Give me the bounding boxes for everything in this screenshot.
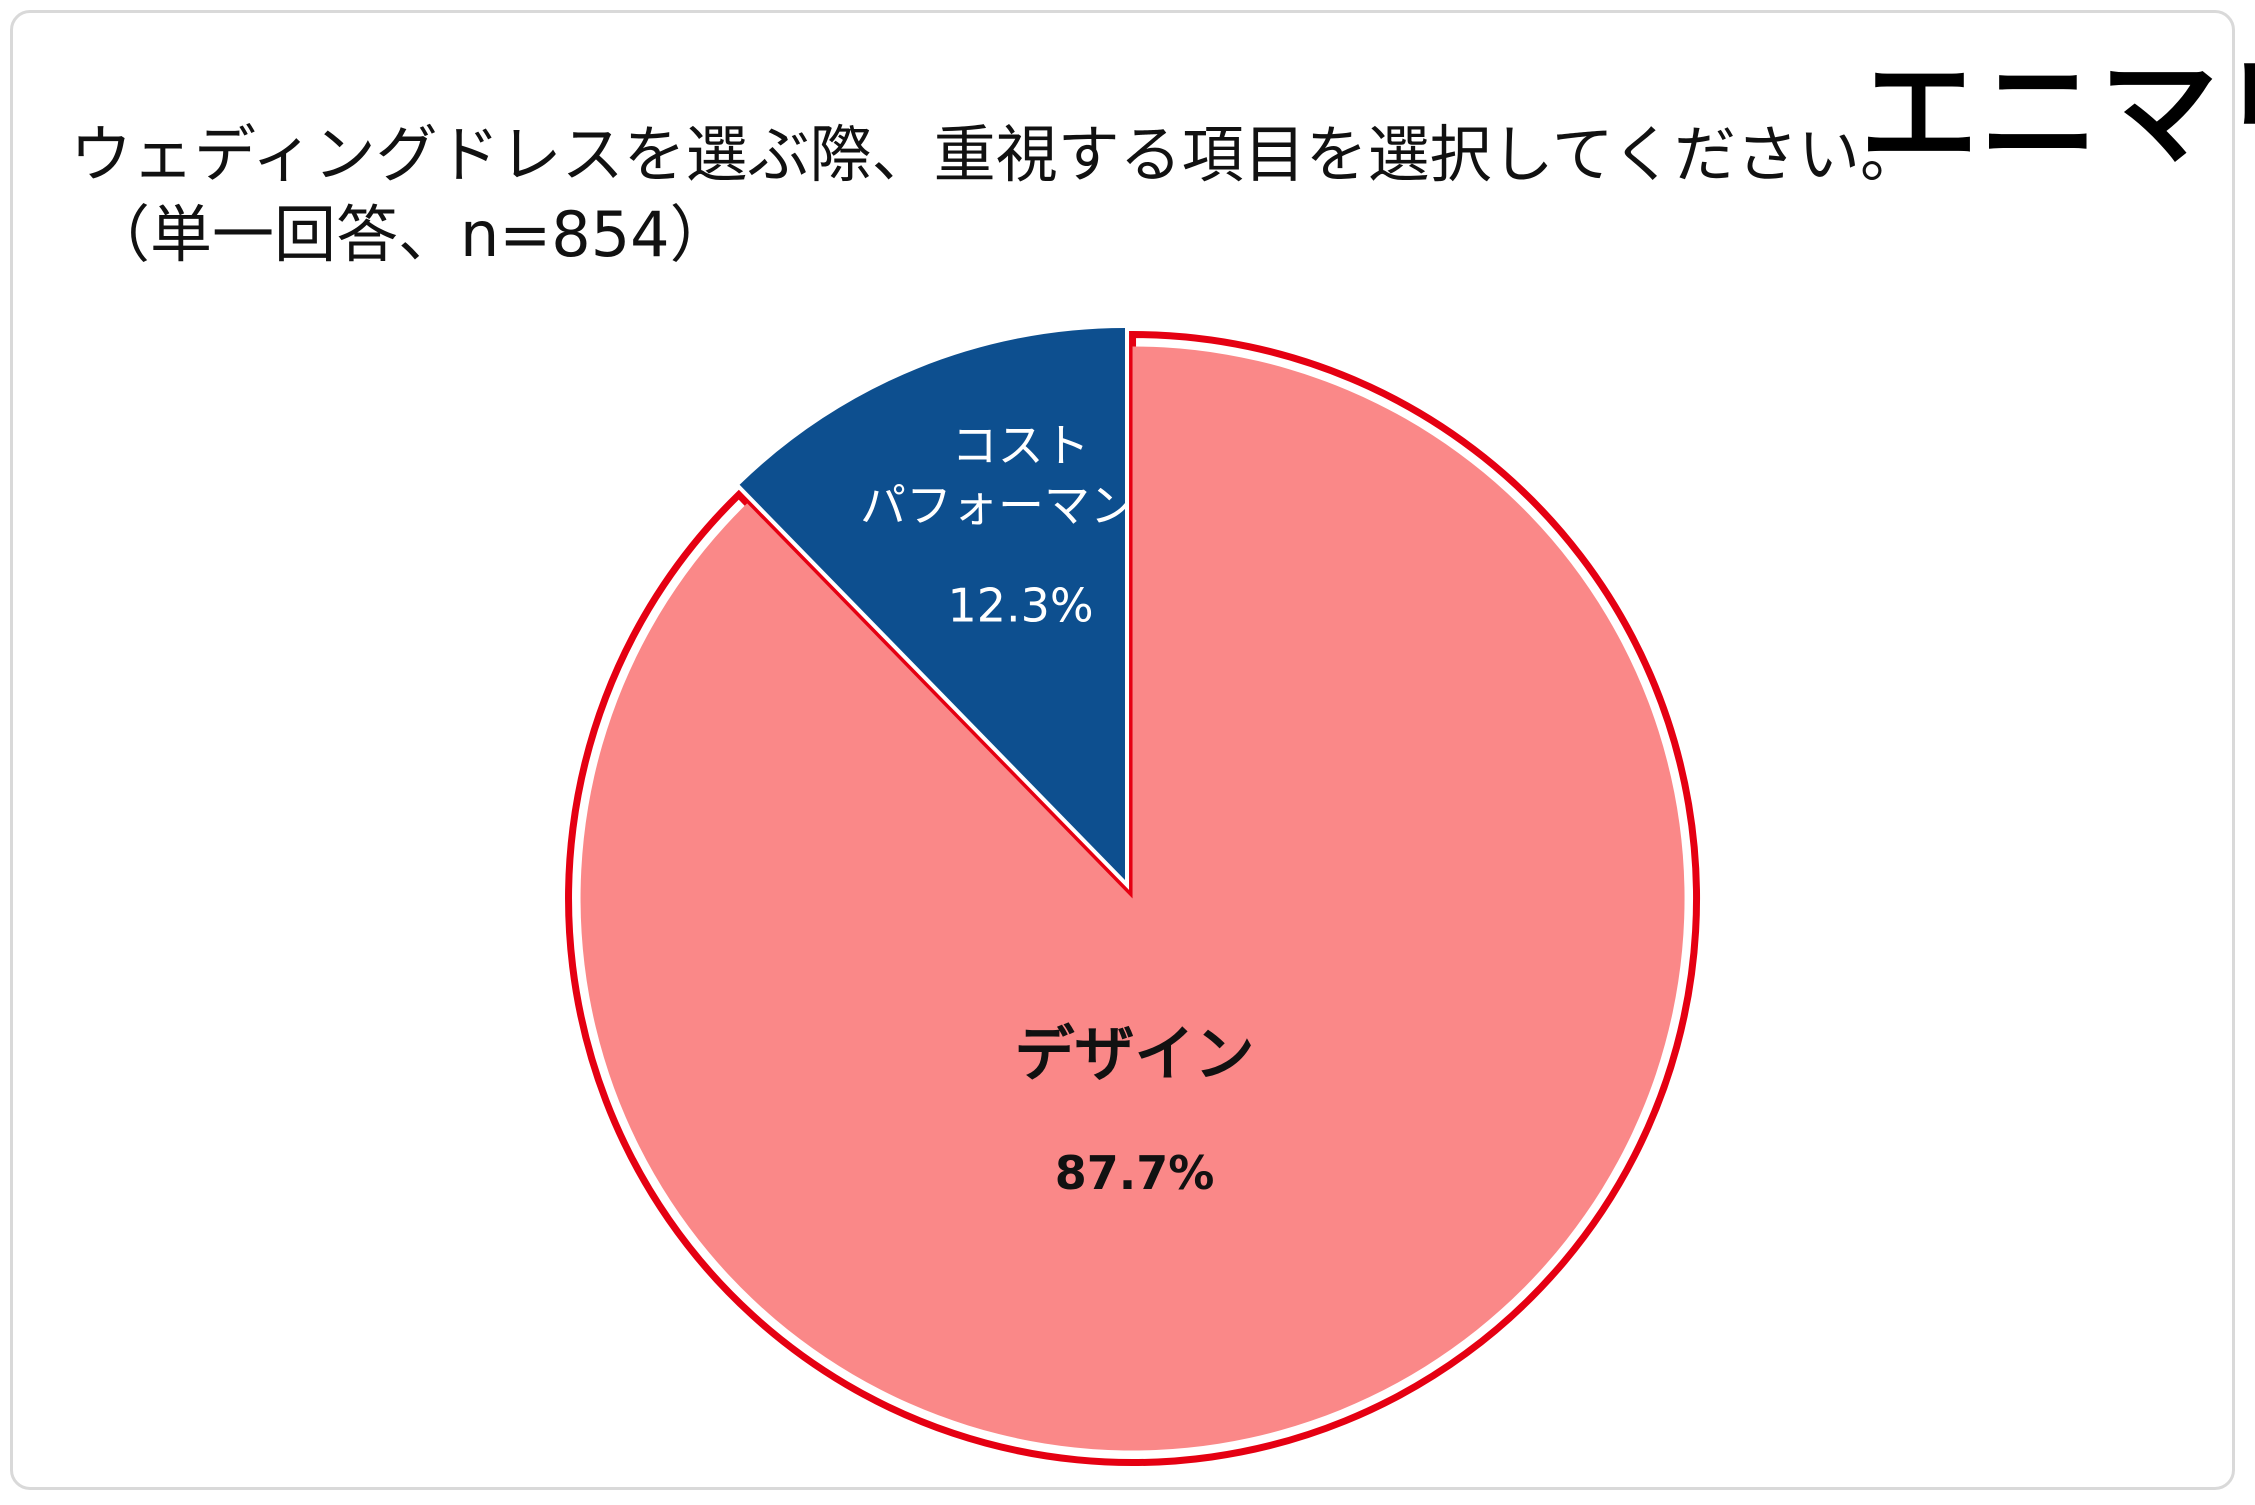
slice-value-label-0: 87.7% (1055, 1146, 1215, 1200)
pie-slice-0 (580, 346, 1685, 1451)
slice-value-label-1: 12.3% (948, 578, 1094, 632)
chart-title: ウェディングドレスを選ぶ際、重視する項目を選択してください。 (70, 118, 1922, 191)
slice-label-1-line-0: コスト (952, 418, 1090, 472)
chart-subtitle: （単一回答、n=854） (88, 198, 732, 271)
slice-group-1 (739, 328, 1125, 880)
slice-group-0 (565, 331, 1701, 1467)
pie-slice-1 (739, 328, 1125, 880)
slice-label-1-line-1: パフォーマンス (860, 478, 1181, 532)
brand-logo: エニマリ (1860, 44, 2255, 182)
slice-label-0-line-0: デザイン (1015, 1020, 1255, 1090)
